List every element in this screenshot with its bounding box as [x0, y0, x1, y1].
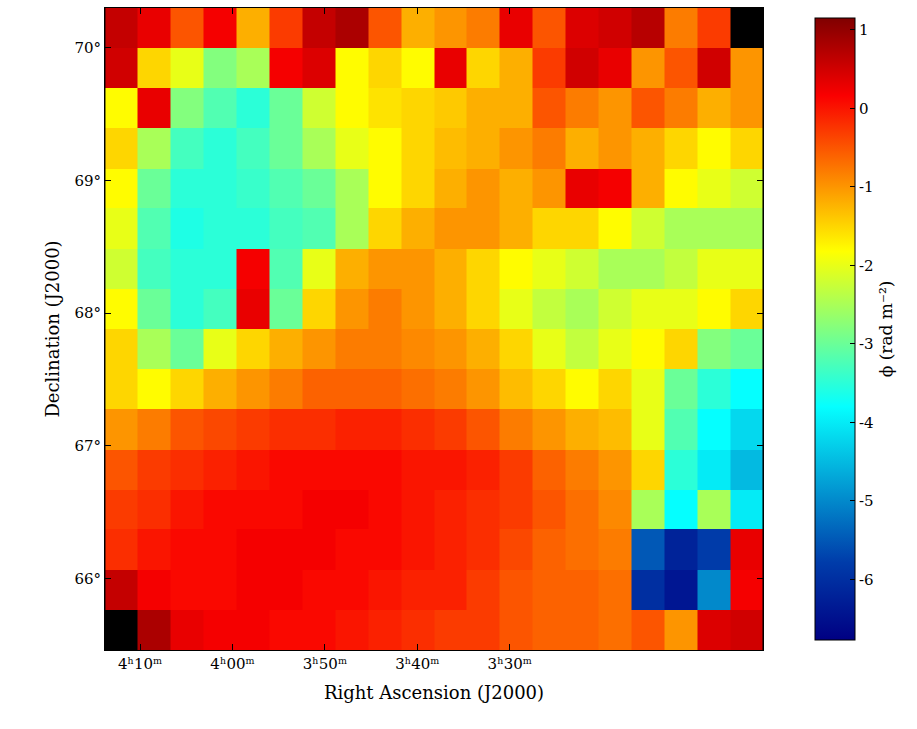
svg-text:68°: 68°	[74, 304, 101, 322]
svg-text:-3: -3	[859, 335, 874, 353]
svg-text:-2: -2	[859, 257, 874, 275]
svg-text:ϕ (rad m⁻²): ϕ (rad m⁻²)	[876, 281, 896, 378]
svg-text:67°: 67°	[74, 437, 101, 455]
svg-text:Right Ascension (J2000): Right Ascension (J2000)	[324, 682, 544, 703]
svg-text:4ʰ10ᵐ: 4ʰ10ᵐ	[118, 655, 162, 673]
svg-text:3ʰ50ᵐ: 3ʰ50ᵐ	[303, 655, 347, 673]
svg-text:-5: -5	[859, 492, 874, 510]
svg-text:4ʰ00ᵐ: 4ʰ00ᵐ	[210, 655, 254, 673]
svg-text:-6: -6	[859, 571, 874, 589]
svg-text:-4: -4	[859, 414, 874, 432]
svg-text:0: 0	[859, 100, 869, 118]
svg-text:69°: 69°	[74, 172, 101, 190]
svg-text:1: 1	[859, 21, 869, 39]
svg-text:3ʰ40ᵐ: 3ʰ40ᵐ	[395, 655, 439, 673]
svg-text:3ʰ30ᵐ: 3ʰ30ᵐ	[488, 655, 532, 673]
svg-text:Declination (J2000): Declination (J2000)	[42, 240, 63, 417]
svg-text:70°: 70°	[74, 39, 101, 57]
svg-text:-1: -1	[859, 178, 874, 196]
svg-text:66°: 66°	[74, 570, 101, 588]
